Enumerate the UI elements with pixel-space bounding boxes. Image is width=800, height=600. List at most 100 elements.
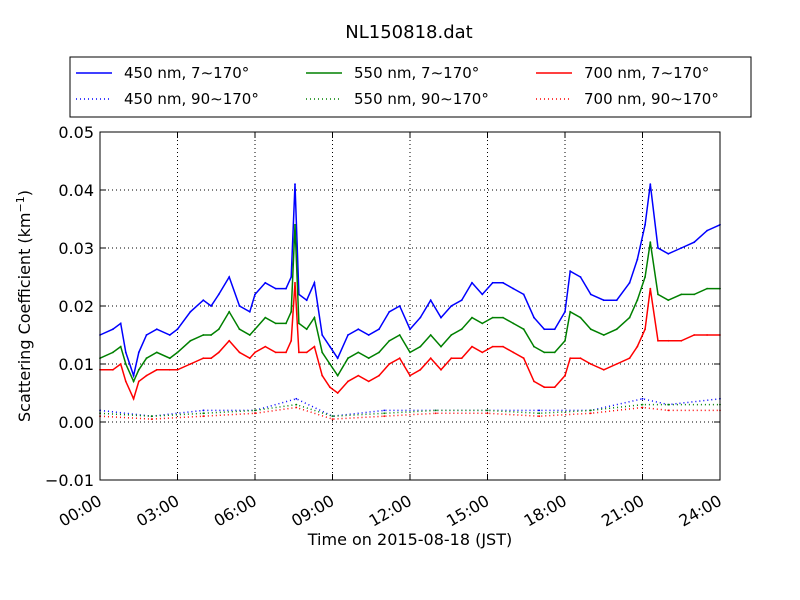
data-point [512,322,515,325]
data-point [538,415,541,418]
data-point [481,293,484,296]
legend-label: 550 nm, 7∼170° [354,64,479,82]
data-point [367,380,370,383]
data-point [409,351,411,354]
data-point [189,339,192,342]
data-point [290,339,293,342]
data-point [636,299,639,302]
legend-label: 700 nm, 7∼170° [584,64,709,82]
data-point [176,368,179,371]
data-point [398,357,401,360]
data-point [202,357,205,360]
data-point [543,351,546,354]
x-tick-label: 15:00 [443,491,492,531]
data-point [434,412,437,415]
data-point [168,357,171,360]
data-point [168,368,171,371]
data-point [321,334,324,336]
data-point [294,223,296,226]
data-point [628,281,631,284]
data-point [589,409,592,412]
data-point [295,397,298,400]
data-point [628,316,631,319]
data-point [409,328,411,331]
data-point [294,281,296,284]
y-tick-label: 0.01 [58,355,94,374]
data-point [124,380,127,383]
data-point [290,310,293,313]
data-point [264,345,267,348]
data-point [680,293,683,296]
data-point [615,328,618,331]
data-point [680,339,683,342]
data-point [202,412,205,415]
data-point [145,357,148,360]
data-point [502,316,504,319]
data-point [378,374,380,377]
x-tick-label: 06:00 [211,491,260,531]
data-point [589,363,592,365]
x-tick-label: 00:00 [56,491,105,531]
data-point [336,392,339,394]
y-tick-label: 0.04 [58,181,94,200]
data-point [533,316,535,319]
data-point [602,334,605,336]
data-point [124,351,127,354]
data-point [347,380,349,383]
data-point [132,380,135,383]
data-point [419,316,422,319]
data-point [202,409,205,412]
data-point [471,316,473,319]
data-point [667,339,670,342]
data-point [533,345,535,348]
data-point [486,409,489,412]
data-point [657,293,659,296]
data-point [667,299,670,302]
data-point [440,368,442,371]
data-point [228,276,231,278]
data-point [383,412,386,415]
data-point [155,328,158,331]
data-point [641,403,644,406]
data-point [357,328,360,331]
data-point [248,310,251,313]
data-point [137,368,140,371]
data-point [329,345,331,348]
data-point [313,281,316,284]
y-tick-label: 0.03 [58,239,94,258]
data-point [628,357,631,360]
y-tick-label: 0.00 [58,413,94,432]
series-line [99,184,721,379]
data-point [378,351,380,354]
x-axis-label: Time on 2015-08-18 (JST) [307,530,512,549]
data-point [298,351,300,354]
data-point [254,412,256,415]
data-point [238,305,241,307]
data-point [217,351,220,354]
data-point [460,357,463,360]
data-point [450,305,453,307]
data-point [357,351,360,354]
legend-label: 450 nm, 90∼170° [124,90,259,108]
data-point [329,363,331,365]
data-point [419,368,422,371]
data-point [641,406,644,409]
legend: 450 nm, 7∼170° 550 nm, 7∼170° 700 nm, 7∼17… [69,56,752,118]
data-point [706,287,708,290]
data-point [512,287,515,290]
data-point [693,293,696,296]
data-point [264,281,267,284]
data-point [579,357,582,360]
data-point [217,293,220,296]
data-point [644,328,646,331]
data-point [564,339,566,342]
data-point [112,328,114,331]
data-point [145,334,148,336]
data-point [602,299,605,302]
data-point [119,345,122,348]
data-point [145,374,148,377]
series-line [99,406,720,420]
data-point [248,357,251,360]
data-point [543,386,546,389]
